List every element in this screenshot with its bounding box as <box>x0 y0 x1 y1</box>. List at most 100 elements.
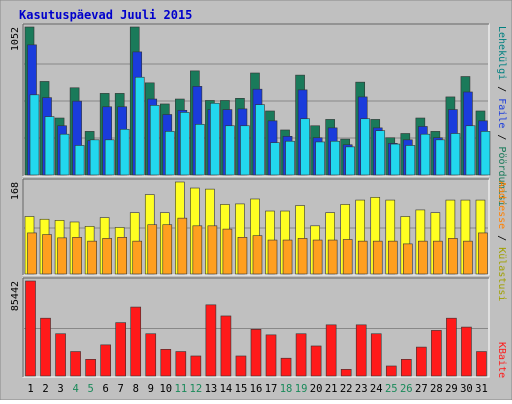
bar-lehekülgi-day-6 <box>104 139 115 176</box>
bar-kbaite-day-22 <box>340 369 352 377</box>
x-tick-label-day-15: 15 <box>235 383 248 395</box>
bar-lehekülgi-day-1 <box>29 94 40 176</box>
bar-aadresse-day-11 <box>177 217 188 275</box>
bar-lehekülgi-day-25 <box>390 143 401 176</box>
x-tick-label-day-16: 16 <box>250 383 263 395</box>
bar-lehekülgi-day-15 <box>240 125 250 176</box>
panel-max-label: 85442 <box>10 281 21 311</box>
bar-lehekülgi-day-10 <box>164 131 175 176</box>
bar-kbaite-day-2 <box>40 317 51 377</box>
x-tick-label-day-26: 26 <box>400 383 413 395</box>
x-tick-label-day-25: 25 <box>385 383 398 395</box>
bar-aadresse-day-26 <box>403 243 413 275</box>
bar-lehekülgi-day-13 <box>210 102 220 176</box>
bar-aadresse-day-2 <box>42 234 52 275</box>
bar-aadresse-day-13 <box>207 225 218 275</box>
bar-kbaite-day-30 <box>461 326 472 377</box>
bar-kbaite-day-3 <box>55 333 66 377</box>
x-tick-label-day-3: 3 <box>57 383 63 395</box>
x-tick-label-day-4: 4 <box>72 383 78 395</box>
bar-lehekülgi-day-16 <box>255 104 265 176</box>
bar-kbaite-day-14 <box>220 315 232 377</box>
bar-aadresse-day-10 <box>162 224 173 275</box>
bar-aadresse-day-28 <box>433 240 443 275</box>
bar-kbaite-day-28 <box>431 330 442 377</box>
panel-top: 1052 <box>10 23 491 177</box>
bar-kbaite-day-9 <box>145 333 157 377</box>
x-tick-label-day-30: 30 <box>460 383 473 395</box>
bar-kbaite-day-10 <box>160 349 172 377</box>
x-tick-label-day-18: 18 <box>280 383 293 395</box>
x-tick-label-day-14: 14 <box>220 383 233 395</box>
bar-lehekülgi-day-11 <box>180 112 190 176</box>
panel-max-label: 1052 <box>10 27 21 51</box>
legend-item-külastusi: Külastusi <box>496 247 507 301</box>
legend-item-kbaite: KBaite <box>496 342 507 378</box>
bar-kbaite-day-17 <box>265 334 277 377</box>
bar-lehekülgi-day-17 <box>270 142 280 176</box>
bar-lehekülgi-day-30 <box>465 125 476 176</box>
bar-kbaite-day-27 <box>416 346 427 377</box>
chart-title: Kasutuspäevad Juuli 2015 <box>19 8 192 22</box>
bar-lehekülgi-day-18 <box>285 140 295 176</box>
bar-kbaite-day-19 <box>295 333 307 377</box>
bar-kbaite-day-12 <box>190 355 202 377</box>
bar-aadresse-day-17 <box>267 239 278 275</box>
bar-kbaite-day-18 <box>280 357 292 377</box>
bar-aadresse-day-18 <box>282 239 293 275</box>
bar-aadresse-day-14 <box>222 228 233 275</box>
legend-bottom: KBaite <box>496 342 507 378</box>
bar-lehekülgi-day-9 <box>149 105 160 176</box>
x-tick-label-day-8: 8 <box>133 383 139 395</box>
bar-aadresse-day-12 <box>192 225 203 275</box>
bar-aadresse-day-6 <box>102 238 112 275</box>
x-tick-label-day-17: 17 <box>265 383 278 395</box>
legend-separator: / <box>496 229 507 247</box>
bar-kbaite-day-24 <box>370 333 382 377</box>
x-tick-label-day-6: 6 <box>103 383 109 395</box>
legend-item-faile: Faile <box>496 98 507 128</box>
legend-separator: / <box>496 80 507 98</box>
bar-kbaite-day-26 <box>401 359 412 377</box>
bar-aadresse-day-31 <box>478 232 488 275</box>
bar-aadresse-day-8 <box>132 240 143 275</box>
bar-lehekülgi-day-20 <box>315 141 325 176</box>
panel-middle: 168 <box>10 178 490 276</box>
bar-kbaite-day-23 <box>355 324 367 377</box>
x-tick-label-day-28: 28 <box>430 383 443 395</box>
bar-lehekülgi-day-5 <box>89 139 100 176</box>
bar-aadresse-day-21 <box>327 239 338 275</box>
x-tick-label-day-9: 9 <box>148 383 154 395</box>
panel-max-label: 168 <box>10 182 21 200</box>
bar-aadresse-day-5 <box>87 240 97 275</box>
legend-item-aadresse: Aadresse <box>496 181 507 229</box>
bar-aadresse-day-22 <box>342 239 353 275</box>
bar-lehekülgi-day-28 <box>435 139 446 176</box>
bar-aadresse-day-15 <box>237 237 248 275</box>
x-tick-label-day-22: 22 <box>340 383 353 395</box>
bar-lehekülgi-day-4 <box>74 145 85 176</box>
bar-kbaite-day-1 <box>25 280 36 377</box>
bar-aadresse-day-4 <box>72 237 82 275</box>
bar-lehekülgi-day-26 <box>405 145 416 176</box>
bar-kbaite-day-20 <box>310 345 322 377</box>
bar-aadresse-day-27 <box>418 240 428 275</box>
bar-aadresse-day-3 <box>57 237 67 275</box>
bar-kbaite-day-11 <box>175 351 187 377</box>
bar-kbaite-day-8 <box>130 306 142 377</box>
bar-aadresse-day-29 <box>448 238 458 275</box>
bar-kbaite-day-16 <box>250 329 262 377</box>
x-tick-label-day-13: 13 <box>205 383 218 395</box>
bar-lehekülgi-day-19 <box>300 118 310 176</box>
x-tick-label-day-31: 31 <box>475 383 488 395</box>
x-tick-label-day-27: 27 <box>415 383 428 395</box>
x-tick-label-day-2: 2 <box>42 383 48 395</box>
bar-lehekülgi-day-29 <box>450 133 461 176</box>
x-tick-label-day-5: 5 <box>87 383 93 395</box>
bar-aadresse-day-30 <box>463 240 473 275</box>
bar-aadresse-day-1 <box>27 232 37 275</box>
x-tick-label-day-7: 7 <box>118 383 124 395</box>
bar-lehekülgi-day-22 <box>345 146 355 176</box>
